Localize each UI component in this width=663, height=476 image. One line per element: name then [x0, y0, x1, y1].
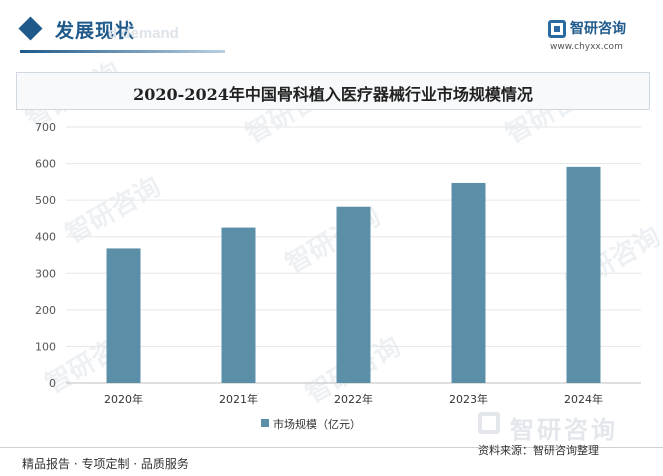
x-tick-label: 2022年: [334, 392, 373, 406]
chart-title: 2020-2024年中国骨科植入医疗器械行业市场规模情况: [133, 85, 533, 104]
y-tick-label: 0: [49, 377, 56, 390]
footer-logo-icon: [478, 412, 500, 434]
bar: [451, 182, 486, 383]
bar: [336, 206, 371, 383]
logo-icon: [548, 20, 566, 38]
section-title: 发展现状: [55, 20, 136, 42]
logo-name: 智研咨询: [570, 21, 626, 37]
footer-logo-text: 智研咨询: [510, 416, 618, 444]
footer-logo: 智研咨询: [478, 410, 648, 444]
x-tick-label: 2023年: [449, 392, 488, 406]
section-header: 发展现状 d demand 智研咨询 www.chyxx.com: [0, 0, 663, 62]
x-tick-label: 2021年: [219, 392, 258, 406]
source-note: 资料来源：智研咨询整理: [478, 444, 599, 457]
y-tick-label: 700: [35, 121, 56, 134]
y-tick-label: 600: [35, 158, 56, 171]
logo-url: www.chyxx.com: [550, 42, 623, 52]
footer-divider: [0, 447, 663, 448]
y-tick-label: 200: [35, 304, 56, 317]
chart-title-box: 2020-2024年中国骨科植入医疗器械行业市场规模情况: [16, 72, 650, 110]
legend-label: 市场规模（亿元）: [273, 417, 361, 431]
bar: [106, 248, 141, 383]
footer-tagline: 精品报告 · 专项定制 · 品质服务: [22, 457, 189, 471]
y-tick-label: 400: [35, 231, 56, 244]
bar: [566, 166, 601, 383]
legend-swatch: [261, 419, 269, 427]
y-tick-label: 100: [35, 340, 56, 353]
header-underline: [20, 50, 225, 53]
bar: [221, 227, 256, 383]
y-tick-label: 500: [35, 194, 56, 207]
x-tick-label: 2024年: [564, 392, 603, 406]
x-tick-label: 2020年: [104, 392, 143, 406]
section-subtitle-faint: d demand: [108, 25, 179, 42]
y-tick-label: 300: [35, 267, 56, 280]
